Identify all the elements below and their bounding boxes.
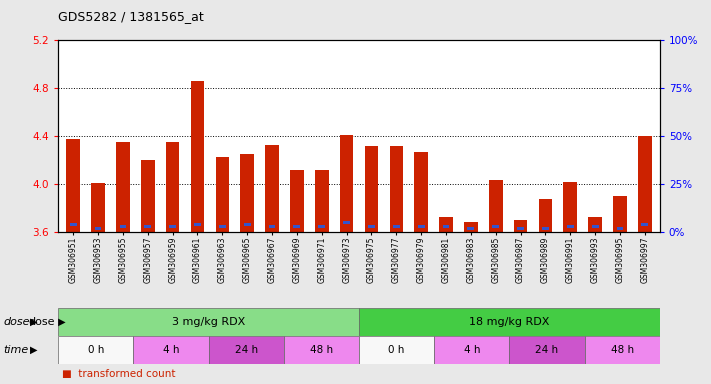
Bar: [368, 225, 375, 228]
Bar: [443, 225, 449, 228]
Bar: [70, 223, 77, 226]
Text: 3 mg/kg RDX: 3 mg/kg RDX: [172, 317, 245, 327]
Bar: [141, 161, 154, 232]
Bar: [58, 308, 359, 336]
Bar: [315, 170, 328, 232]
Bar: [209, 336, 284, 364]
Text: 48 h: 48 h: [611, 345, 634, 355]
Bar: [539, 199, 552, 232]
Bar: [58, 336, 134, 364]
Text: ■  transformed count: ■ transformed count: [62, 369, 176, 379]
Bar: [489, 180, 503, 232]
Bar: [588, 217, 602, 232]
Text: 4 h: 4 h: [464, 345, 480, 355]
Text: dose: dose: [4, 317, 30, 327]
Bar: [415, 152, 428, 232]
Bar: [514, 220, 528, 232]
Bar: [269, 225, 275, 228]
Bar: [439, 217, 453, 232]
Bar: [294, 225, 300, 228]
Bar: [265, 145, 279, 232]
Bar: [244, 223, 250, 226]
Text: 0 h: 0 h: [87, 345, 104, 355]
Bar: [144, 225, 151, 228]
Bar: [343, 221, 350, 224]
Bar: [340, 135, 353, 232]
Bar: [191, 81, 204, 232]
Bar: [641, 223, 648, 226]
Text: ▶: ▶: [30, 317, 38, 327]
Bar: [468, 227, 474, 230]
Bar: [464, 222, 478, 232]
Text: 4 h: 4 h: [163, 345, 179, 355]
Bar: [542, 227, 549, 230]
Bar: [390, 146, 403, 232]
Text: time: time: [4, 345, 29, 355]
Bar: [290, 170, 304, 232]
Bar: [166, 142, 179, 232]
Bar: [95, 227, 102, 230]
Bar: [66, 139, 80, 232]
Bar: [616, 227, 624, 230]
Bar: [134, 336, 209, 364]
Bar: [638, 136, 652, 232]
Text: 18 mg/kg RDX: 18 mg/kg RDX: [469, 317, 550, 327]
Bar: [194, 223, 201, 226]
Bar: [359, 336, 434, 364]
Bar: [359, 308, 660, 336]
Bar: [564, 182, 577, 232]
Bar: [215, 157, 229, 232]
Bar: [584, 336, 660, 364]
Bar: [592, 225, 599, 228]
Bar: [119, 225, 127, 228]
Text: 24 h: 24 h: [535, 345, 559, 355]
Bar: [319, 225, 325, 228]
Bar: [434, 336, 509, 364]
Text: dose: dose: [28, 317, 55, 327]
Bar: [509, 336, 584, 364]
Text: 48 h: 48 h: [310, 345, 333, 355]
Text: ▶: ▶: [55, 317, 66, 327]
Bar: [567, 225, 574, 228]
Bar: [219, 225, 226, 228]
Text: 24 h: 24 h: [235, 345, 258, 355]
Bar: [517, 227, 524, 230]
Text: 0 h: 0 h: [388, 345, 405, 355]
Bar: [240, 154, 254, 232]
Bar: [393, 225, 400, 228]
Bar: [169, 225, 176, 228]
Bar: [365, 146, 378, 232]
Text: ▶: ▶: [30, 345, 38, 355]
Bar: [418, 225, 424, 228]
Bar: [91, 183, 105, 232]
Bar: [613, 196, 627, 232]
Bar: [284, 336, 359, 364]
Bar: [116, 142, 130, 232]
Bar: [492, 225, 499, 228]
Text: GDS5282 / 1381565_at: GDS5282 / 1381565_at: [58, 10, 204, 23]
